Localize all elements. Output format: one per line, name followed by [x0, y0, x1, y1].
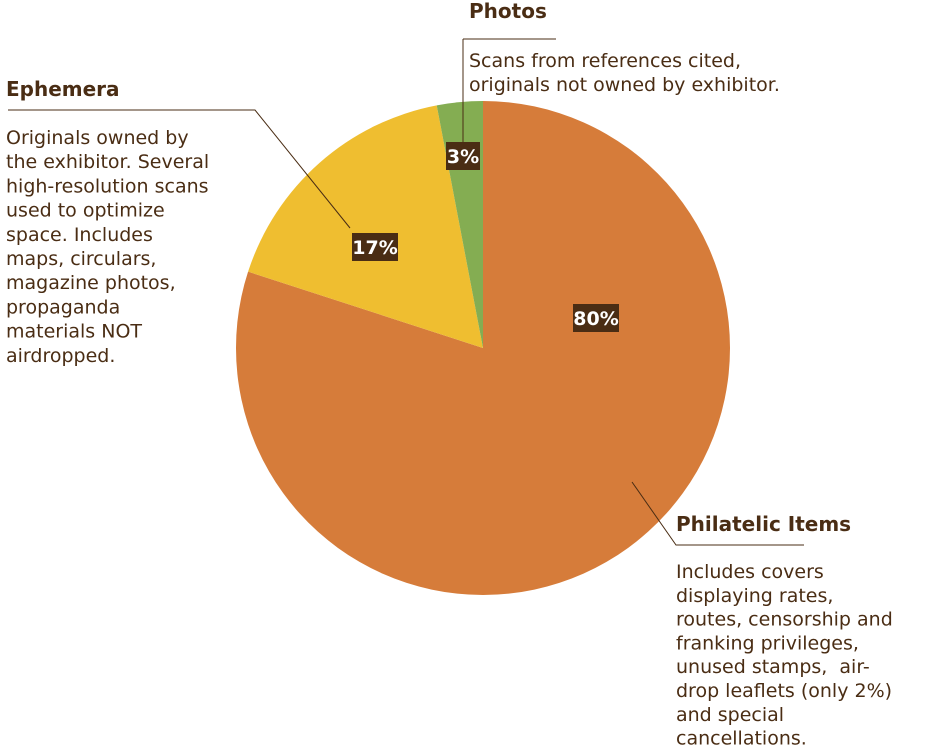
description-line: originals not owned by exhibitor. [469, 74, 780, 96]
description-line: Originals owned by [6, 127, 189, 149]
leader-line-ephemera [8, 109, 351, 229]
description-line: maps, circulars, [6, 248, 156, 270]
legend-description-photos: Scans from references cited, originals no… [469, 50, 780, 96]
description-line: displaying rates, [676, 585, 833, 607]
description-line: Includes covers [676, 561, 824, 583]
pct-label-box [573, 304, 619, 332]
pct-label-photos: 3% [446, 142, 480, 170]
pct-label-text: 17% [352, 237, 397, 259]
description-line: space. Includes [6, 224, 153, 246]
leader-line-philatelic [631, 481, 804, 546]
description-line: and special [676, 704, 784, 726]
description-line: airdropped. [6, 345, 115, 367]
legend-description-philatelic-items: Includes covers displaying rates, routes, … [676, 561, 893, 750]
description-line: high-resolution scans [6, 175, 209, 197]
description-line: materials NOT [6, 321, 142, 343]
pct-label-text: 80% [573, 308, 618, 330]
pie-slice-ephemera [248, 105, 483, 348]
description-line: unused stamps, air- [676, 656, 870, 678]
description-line: cancellations. [676, 728, 807, 750]
pct-label-box [446, 142, 480, 170]
description-line: routes, censorship and [676, 609, 893, 631]
pct-label-philatelic-items: 80% [573, 304, 619, 332]
description-line: the exhibitor. Several [6, 151, 209, 173]
legend-title-ephemera: Ephemera [6, 77, 120, 101]
description-line: franking privileges, [676, 632, 859, 654]
pct-label-box [352, 233, 398, 261]
legend-title-philatelic-items: Philatelic Items [676, 512, 851, 536]
description-line: Scans from references cited, [469, 50, 741, 72]
legend-description-ephemera: Originals owned by the exhibitor. Several… [6, 127, 209, 367]
pct-label-ephemera: 17% [352, 233, 398, 261]
description-line: propaganda [6, 296, 120, 318]
pct-label-text: 3% [447, 146, 479, 168]
description-line: magazine photos, [6, 272, 176, 294]
description-line: drop leaflets (only 2%) [676, 680, 892, 702]
description-line: used to optimize [6, 200, 165, 222]
legend-title-photos: Photos [469, 0, 547, 23]
